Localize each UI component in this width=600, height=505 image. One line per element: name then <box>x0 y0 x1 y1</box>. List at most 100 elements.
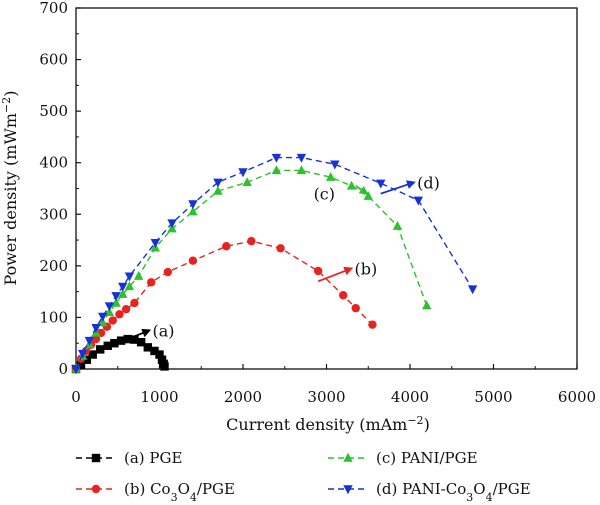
y-tick-label: 0 <box>58 360 68 378</box>
data-point-d <box>413 196 424 206</box>
annotation-arrow <box>127 328 152 340</box>
annotation-a: (a) <box>127 321 175 340</box>
legend-item-c: (c) PANI/PGE <box>328 449 478 467</box>
x-axis-label: Current density (mAm−2) <box>226 414 430 435</box>
data-point-d <box>188 200 198 210</box>
data-point-d <box>467 285 478 295</box>
series-line-d <box>75 156 474 370</box>
x-tick-label: 2000 <box>224 388 262 406</box>
y-axis-label: Power density (mWm−2) <box>0 90 20 285</box>
series-d <box>71 153 478 375</box>
y-tick-label: 700 <box>39 0 68 17</box>
data-point-c <box>124 281 135 291</box>
data-point-a <box>88 350 97 359</box>
legend-swatch-marker <box>343 452 353 462</box>
data-point-d <box>91 324 101 333</box>
data-point-c <box>133 270 144 280</box>
data-point-d <box>296 153 307 163</box>
legend-label: (b) Co3O4/PGE <box>124 480 235 504</box>
data-point-c <box>346 180 357 190</box>
data-point-a <box>150 346 159 356</box>
annotation-label: (c) <box>314 185 335 204</box>
data-point-a <box>130 335 139 344</box>
data-point-c <box>325 171 336 181</box>
data-point-a <box>110 339 119 348</box>
data-point-d <box>376 179 386 189</box>
data-point-d <box>71 365 81 375</box>
data-point-c <box>242 177 252 187</box>
data-point-b <box>163 267 173 277</box>
annotation-arrow <box>317 266 354 283</box>
data-point-c <box>188 206 198 216</box>
data-point-a <box>96 345 105 354</box>
y-tick-label: 300 <box>39 205 68 223</box>
y-tick-label: 100 <box>39 308 68 326</box>
y-tick-label: 500 <box>39 102 68 120</box>
legend-item-b: (b) Co3O4/PGE <box>76 480 235 504</box>
legend-swatch-marker <box>343 485 353 495</box>
data-point-b <box>130 298 139 308</box>
x-tick-label: 3000 <box>307 388 345 406</box>
data-point-c <box>271 165 282 175</box>
data-point-c <box>213 185 223 195</box>
annotation-c: (c) <box>314 185 369 204</box>
annotation-arrow <box>380 180 416 195</box>
data-point-c <box>111 297 121 307</box>
data-point-a <box>160 362 169 371</box>
data-point-b <box>108 316 117 325</box>
data-point-c <box>392 220 403 230</box>
data-point-d <box>84 336 95 346</box>
data-point-c <box>363 191 373 200</box>
data-point-d <box>213 178 223 188</box>
data-point-a <box>76 360 86 370</box>
data-point-a <box>143 343 153 352</box>
data-point-c <box>296 165 307 175</box>
x-tick-label: 6000 <box>558 388 596 406</box>
annotation-d: (d) <box>380 173 440 195</box>
legend-label: (d) PANI-Co3O4/PGE <box>376 480 531 504</box>
series-line-b <box>75 240 373 370</box>
data-point-d <box>98 312 108 322</box>
x-tick-label: 5000 <box>474 388 512 406</box>
y-tick-label: 400 <box>39 154 68 172</box>
data-point-a <box>103 341 112 350</box>
data-point-c <box>422 300 432 310</box>
data-point-c <box>118 289 128 298</box>
data-point-d <box>150 238 161 248</box>
legend-item-a: (a) PGE <box>76 449 182 467</box>
data-point-c <box>104 307 115 316</box>
data-point-d <box>238 168 248 178</box>
data-point-a <box>116 336 126 345</box>
legend-item-d: (d) PANI-Co3O4/PGE <box>328 480 531 504</box>
data-point-d <box>330 160 340 170</box>
data-point-b <box>146 278 156 287</box>
y-tick-label: 200 <box>39 257 68 275</box>
data-point-b <box>247 236 256 246</box>
data-point-b <box>188 256 198 265</box>
annotation-arrow <box>355 185 369 195</box>
data-point-b <box>115 310 124 319</box>
data-point-a <box>136 337 146 347</box>
annotation-label: (b) <box>355 259 378 278</box>
data-point-b <box>368 320 377 329</box>
data-point-a <box>155 350 164 359</box>
data-point-b <box>313 266 323 276</box>
data-point-d <box>271 153 282 163</box>
legend-swatch-marker <box>91 453 101 463</box>
data-point-d <box>77 349 88 359</box>
data-point-b <box>222 242 231 251</box>
annotation-label: (a) <box>152 321 174 340</box>
data-point-d <box>111 292 121 301</box>
data-point-d <box>167 219 177 229</box>
data-point-d <box>104 302 115 312</box>
y-tick-label: 600 <box>39 51 68 69</box>
x-tick-label: 1000 <box>140 388 178 406</box>
legend: (a) PGE (c) PANI/PGE (b) Co3O4/PGE (d) PANI… <box>76 449 531 504</box>
data-point-b <box>276 244 285 253</box>
data-point-b <box>121 304 131 314</box>
x-tick-label: 4000 <box>391 388 429 406</box>
legend-label: (c) PANI/PGE <box>376 449 478 467</box>
data-point-b <box>339 291 348 300</box>
data-point-b <box>351 303 360 313</box>
